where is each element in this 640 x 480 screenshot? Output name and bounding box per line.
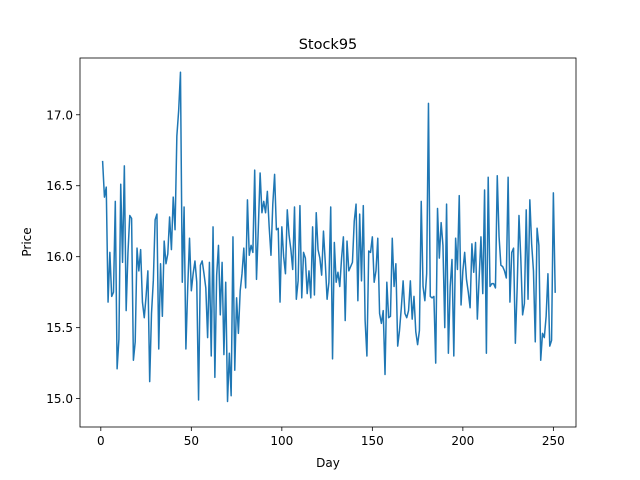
x-tick-label: 0 <box>97 434 105 448</box>
x-tick-label: 100 <box>270 434 293 448</box>
x-tick-label: 250 <box>542 434 565 448</box>
x-tick-label: 200 <box>451 434 474 448</box>
series-line <box>101 71 556 403</box>
chart-title: Stock95 <box>299 37 358 53</box>
y-axis-label: Price <box>20 227 34 256</box>
plot-frame <box>79 57 577 428</box>
y-axis-ticks: 15.0 15.5 16.0 16.5 17.0 <box>46 108 80 406</box>
x-tick-label: 50 <box>184 434 199 448</box>
y-tick-label: 15.0 <box>46 392 73 406</box>
y-tick-label: 17.0 <box>46 108 73 122</box>
y-tick-label: 16.5 <box>46 179 73 193</box>
y-tick-label: 16.0 <box>46 250 73 264</box>
plot-area <box>80 58 576 427</box>
x-axis-ticks: 0 50 100 150 200 250 <box>97 427 565 448</box>
y-tick-label: 15.5 <box>46 321 73 335</box>
x-tick-label: 150 <box>361 434 384 448</box>
x-axis-label: Day <box>316 456 340 470</box>
